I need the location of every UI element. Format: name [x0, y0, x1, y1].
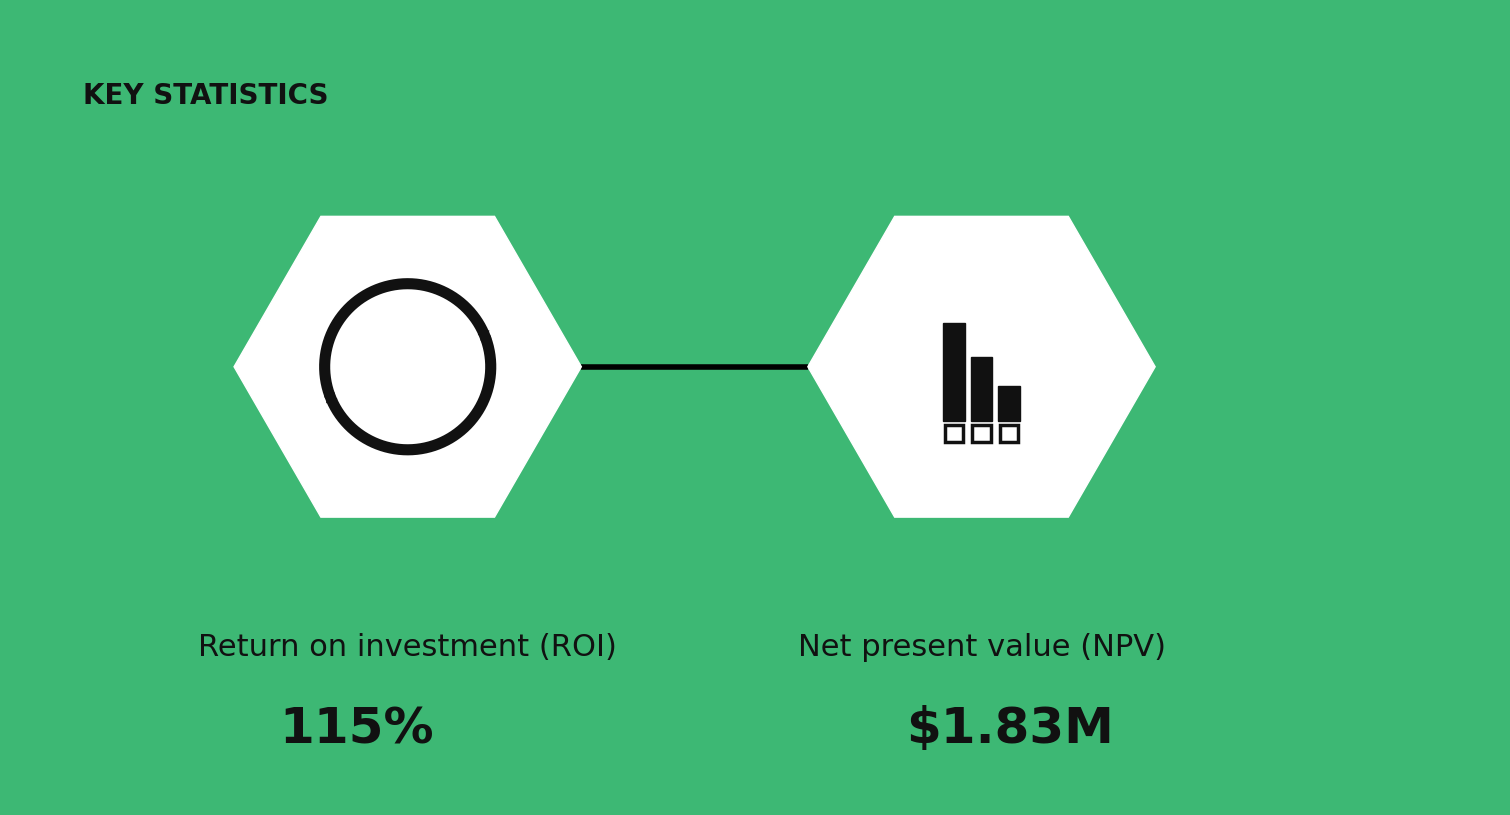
Text: Net present value (NPV): Net present value (NPV) [797, 633, 1166, 663]
Polygon shape [808, 216, 1155, 518]
Text: Return on investment (ROI): Return on investment (ROI) [198, 633, 618, 663]
Bar [998, 386, 1019, 421]
Bar [945, 425, 963, 443]
Polygon shape [234, 216, 581, 518]
Text: KEY STATISTICS: KEY STATISTICS [83, 82, 329, 109]
Text: $1.83M: $1.83M [906, 706, 1114, 753]
Bar [944, 323, 965, 421]
Text: 115%: 115% [279, 706, 433, 753]
Bar [971, 357, 992, 421]
Bar [972, 425, 991, 443]
Bar [1000, 425, 1018, 443]
